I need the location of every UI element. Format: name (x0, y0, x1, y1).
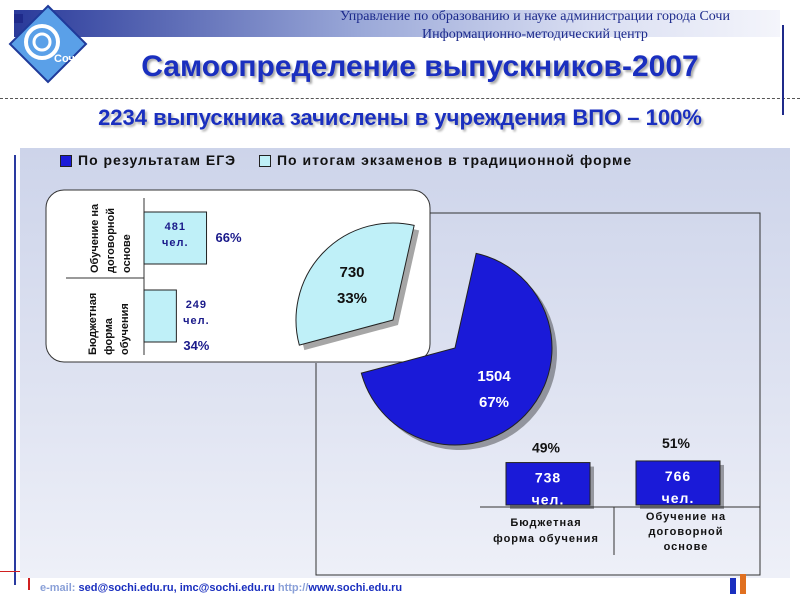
hbar-pct-label: 34% (183, 338, 209, 353)
org-line-1: Управление по образованию и науке админи… (340, 9, 730, 24)
hbar-value-label: чел. (162, 237, 189, 249)
legend-label-ege: По результатам ЕГЭ (78, 152, 237, 168)
vbar-budget (505, 462, 591, 506)
logo: Сочи (8, 4, 88, 84)
hbar-budget (143, 289, 177, 343)
horizontal-bar-chart: 481 чел. 66% 249 чел. 34% (143, 211, 242, 353)
hbar-category-contract-line1: Обучение на (89, 203, 101, 273)
main-chart-frame (315, 212, 761, 576)
hbar-value-label: 481 (165, 221, 186, 233)
vbar-category-budget-line1: Бюджетная (510, 517, 581, 529)
vbar-category-contract-line2: договорной (648, 526, 723, 538)
vbar-pct-label: 51% (662, 435, 691, 451)
vbar-contract (635, 460, 721, 506)
hbar-category-budget: Бюджетная форма обучения (87, 293, 131, 355)
legend-item-ege: По результатам ЕГЭ (60, 152, 241, 168)
vbar-category-budget-line2: форма обучения (493, 533, 599, 545)
legend-label-traditional: По итогам экзаменов в традиционной форме (276, 152, 633, 168)
hbar-category-budget-line3: обучения (119, 303, 131, 355)
hbar-category-contract-line3: основе (121, 234, 133, 273)
legend-item-traditional: По итогам экзаменов в традиционной форме (258, 152, 633, 168)
hbar-category-contract: Обучение на договорной основе (89, 203, 133, 273)
vbar-category-label-contract-2: договорной (648, 526, 723, 538)
logo-emblem-icon: Сочи (8, 4, 88, 84)
page-title: Самоопределение выпускников-2007 (141, 50, 699, 83)
hbar-value-label: 249 (186, 299, 207, 311)
vbar-value-label: 738 (535, 470, 561, 486)
vbar-category-label-budget: Бюджетная (510, 517, 581, 529)
header-band (14, 10, 780, 37)
hbar-pct-label: 66% (216, 230, 242, 245)
vbar-category-label-contract-3: основе (664, 541, 709, 553)
header-square-bullet (14, 14, 23, 23)
footer-site-link[interactable]: www.sochi.edu.ru (308, 582, 403, 594)
header-divider (0, 98, 800, 99)
org-line-2: Информационно-методический центр (422, 27, 648, 42)
pie-slice-ege (360, 252, 553, 446)
left-accent-line-blue (14, 155, 16, 585)
hbar-category-budget-line1: Бюджетная (87, 293, 99, 355)
vbar-category-label-contract: Обучение на (646, 511, 726, 523)
page-subtitle: 2234 выпускника зачислены в учреждения В… (98, 105, 702, 130)
pie-label-ege-value: 1504 (477, 368, 511, 385)
footer-contacts: e-mail: sed@sochi.edu.ru, imc@sochi.edu.… (40, 582, 402, 594)
chart-legend: По результатам ЕГЭ По итогам экзаменов в… (60, 152, 632, 168)
footer-logo (728, 572, 752, 596)
legend-swatch-traditional (258, 155, 271, 168)
vbar-value-label: чел. (662, 490, 695, 506)
footer-http-label: http:// (277, 582, 309, 594)
hbar-category-budget-line2: форма (103, 317, 115, 355)
hbar-contract (143, 211, 208, 265)
pie-chart (295, 222, 557, 451)
legend-swatch-ege (60, 155, 72, 168)
vbar-category-contract-line3: основе (664, 541, 709, 553)
hbar-category-contract-line2: договорной (105, 208, 117, 273)
vertical-bar-chart: 738 чел. 49% 766 чел. 51% (505, 435, 724, 509)
footer-emails[interactable]: sed@sochi.edu.ru, imc@sochi.edu.ru (78, 582, 275, 594)
vbar-value-label: чел. (532, 492, 565, 508)
right-accent-line (782, 25, 784, 115)
vbar-pct-label: 49% (532, 440, 561, 456)
pie-label-ege-pct: 67% (479, 394, 509, 411)
vbar-category-contract-line1: Обучение на (646, 511, 726, 523)
footer-email-label: e-mail: (40, 582, 76, 594)
vbar-category-label-budget-2: форма обучения (493, 533, 599, 545)
pie-slice-traditional (295, 222, 415, 346)
logo-text: Сочи (54, 53, 82, 65)
pie-label-traditional-value: 730 (339, 264, 364, 281)
footer-logo-icon (730, 574, 746, 594)
vbar-value-label: 766 (665, 468, 691, 484)
hbar-value-label: чел. (183, 315, 210, 327)
pie-label-traditional-pct: 33% (337, 290, 367, 307)
